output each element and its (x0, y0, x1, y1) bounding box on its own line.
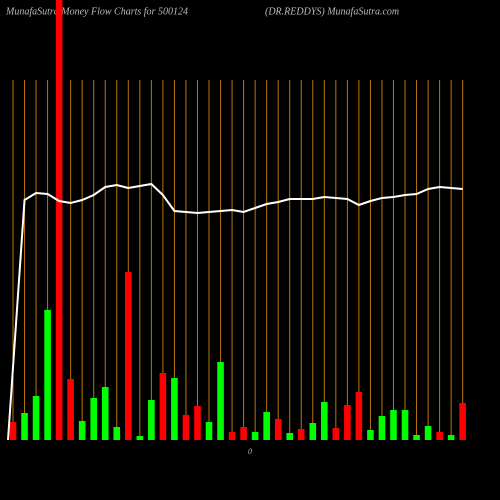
bar (297, 429, 305, 440)
bar (447, 435, 455, 440)
bar (401, 410, 409, 440)
bar (344, 405, 351, 440)
bar (78, 421, 86, 440)
bar (217, 362, 224, 440)
bar (240, 427, 247, 440)
bar (436, 432, 443, 440)
bar (136, 436, 144, 440)
bar (159, 373, 167, 440)
bar (251, 432, 259, 440)
bar (274, 419, 282, 440)
bar (321, 402, 328, 440)
chart-title: MunafaSutra Money Flow Charts for 500124 (5, 6, 188, 17)
bar (309, 423, 317, 440)
chart-subtitle: (DR.REDDYS) MunafaSutra.com (265, 6, 399, 17)
bar (332, 428, 340, 440)
y-tick-label: 0 (248, 447, 252, 456)
bar (21, 413, 28, 440)
bar (286, 433, 294, 440)
bar (148, 400, 155, 440)
bar (263, 412, 270, 440)
line (7, 182, 463, 441)
bar (367, 430, 374, 440)
lines (7, 182, 463, 441)
bar (205, 422, 213, 440)
bar (413, 435, 420, 440)
bar (378, 416, 386, 440)
bar (90, 398, 98, 440)
bar (55, 0, 63, 440)
bar (67, 379, 74, 440)
bar (44, 310, 51, 440)
bar (113, 427, 121, 440)
bar (228, 432, 236, 440)
bar (101, 387, 109, 440)
bar (125, 272, 132, 440)
bar (171, 378, 178, 440)
bar (355, 392, 363, 440)
bar (32, 396, 40, 440)
bar (182, 415, 190, 440)
bar (194, 406, 201, 440)
bar (459, 403, 466, 440)
bars (9, 0, 466, 440)
bar (424, 426, 432, 440)
bar (9, 422, 17, 440)
bar (390, 410, 397, 440)
